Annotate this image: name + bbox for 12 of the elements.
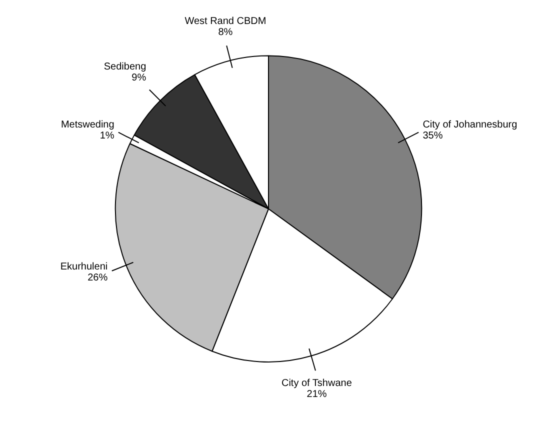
slice-label: Ekurhuleni xyxy=(60,262,108,273)
slice-label: Metsweding xyxy=(60,119,114,130)
data-label: 8% xyxy=(218,27,233,38)
slice-label: West Rand CBDM xyxy=(184,16,266,28)
slice-label: Sedibeng xyxy=(104,61,146,72)
slice-label: City of Johannesburg xyxy=(422,119,518,130)
data-label: 9% xyxy=(132,72,146,84)
slice-label: City of Tshwane xyxy=(281,378,352,390)
data-label: 26% xyxy=(88,272,108,284)
data-label: 35% xyxy=(422,130,443,142)
data-label: 1% xyxy=(100,130,114,142)
data-label: 21% xyxy=(306,389,327,400)
